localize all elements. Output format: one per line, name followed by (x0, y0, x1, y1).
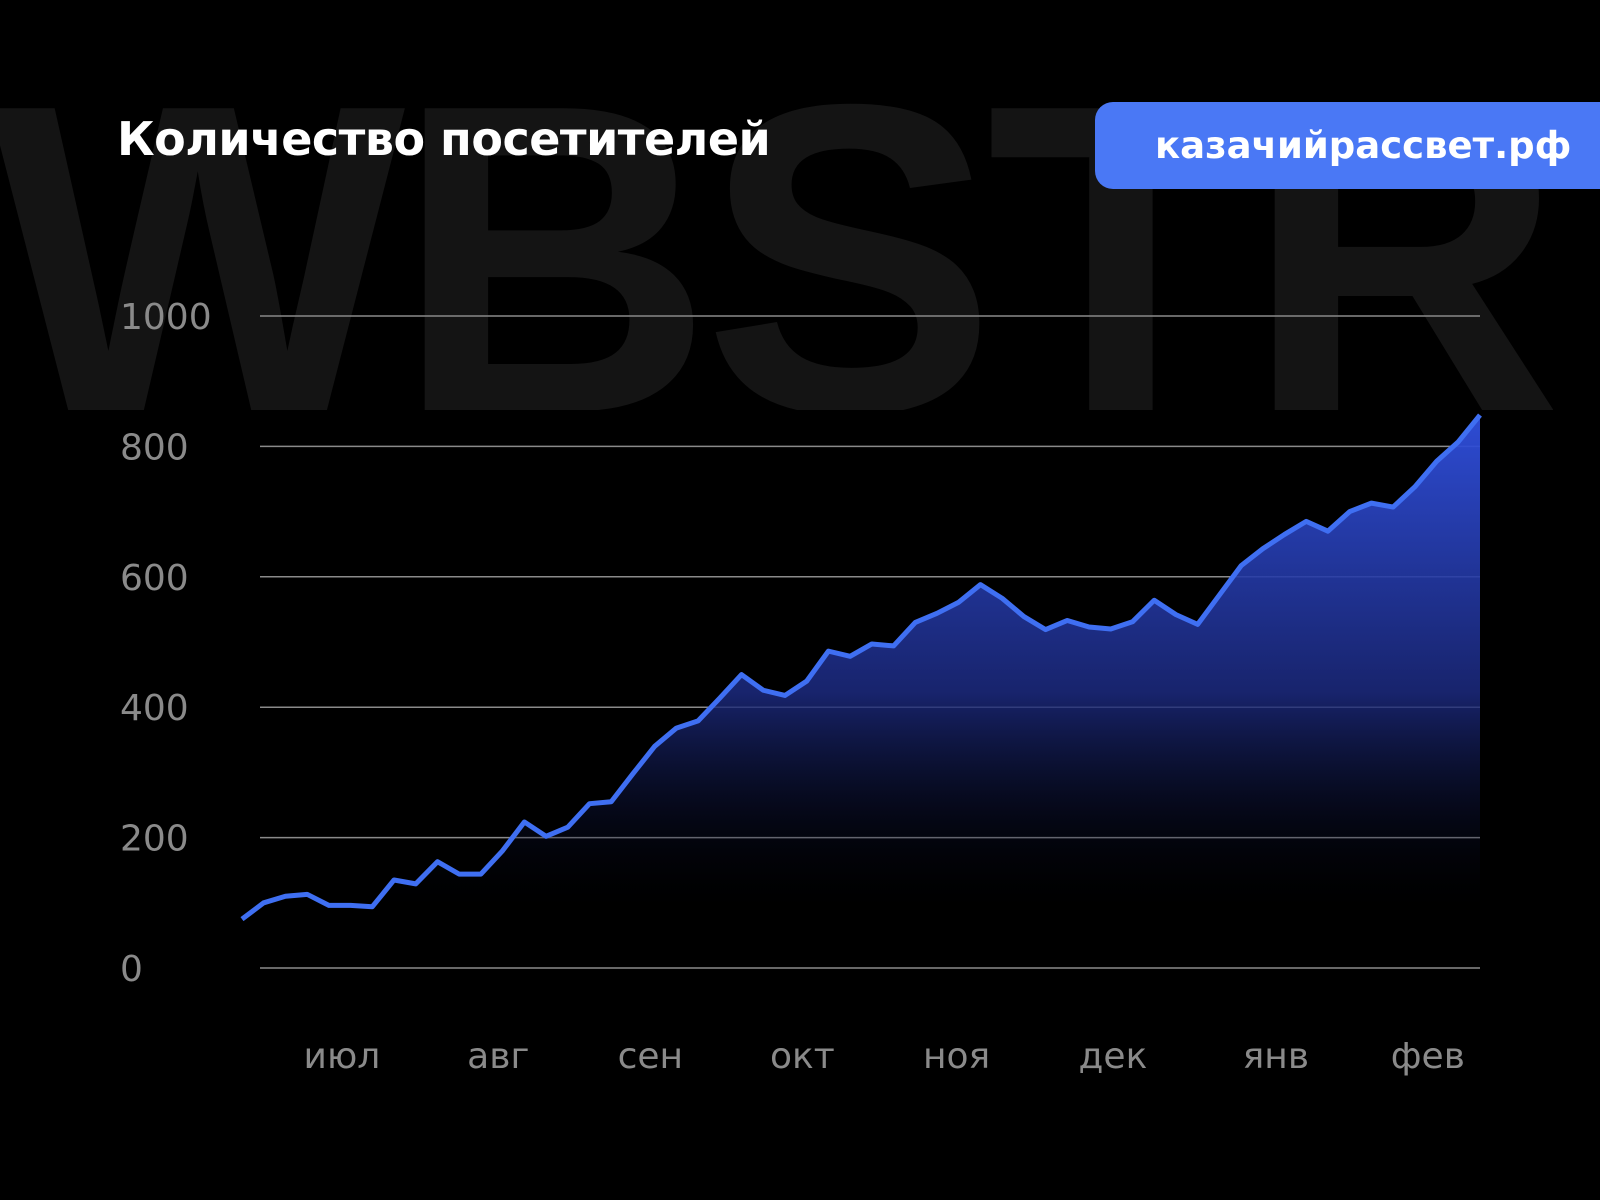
y-tick-label: 200 (120, 819, 189, 860)
watermark: WBSTR (0, 40, 1554, 410)
x-tick-label: дек (1079, 1036, 1148, 1077)
x-tick-label: окт (770, 1036, 835, 1077)
area-fill (242, 415, 1480, 920)
x-tick-label: июл (304, 1036, 381, 1077)
x-tick-label: фев (1391, 1036, 1465, 1077)
chart-title: Количество посетителей (117, 112, 771, 166)
site-badge[interactable]: казачийрассвет.рф (1095, 102, 1600, 189)
y-tick-label: 800 (120, 427, 189, 468)
y-tick-label: 600 (120, 558, 189, 599)
x-tick-label: янв (1243, 1036, 1309, 1077)
y-tick-label: 400 (120, 688, 189, 729)
x-tick-label: авг (467, 1036, 529, 1077)
x-tick-label: ноя (923, 1036, 990, 1077)
series-line (240, 413, 1482, 922)
x-tick-label: сен (618, 1036, 683, 1077)
y-tick-label: 0 (120, 949, 143, 990)
y-tick-label: 1000 (120, 297, 212, 338)
